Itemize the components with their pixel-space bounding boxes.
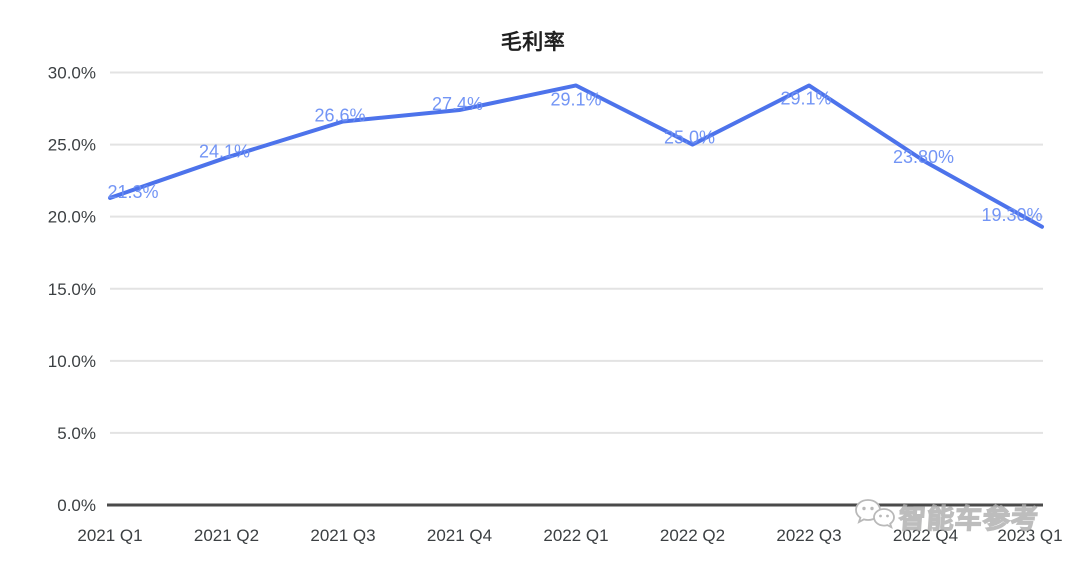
svg-text:25.0%: 25.0% [664, 128, 715, 148]
svg-text:2023 Q1: 2023 Q1 [997, 526, 1062, 545]
svg-text:2021 Q2: 2021 Q2 [194, 526, 259, 545]
svg-text:2021 Q1: 2021 Q1 [77, 526, 142, 545]
x-axis-tick-labels: 2021 Q1 2021 Q2 2021 Q3 2021 Q4 2022 Q1 2022 … [77, 526, 1062, 545]
svg-text:5.0%: 5.0% [57, 424, 96, 443]
svg-text:21.3%: 21.3% [107, 182, 158, 202]
svg-text:2022 Q1: 2022 Q1 [543, 526, 608, 545]
y-axis-tick-labels: 0.0% 5.0% 10.0% 15.0% 20.0% 25.0% 30.0% [48, 64, 96, 516]
svg-text:29.1%: 29.1% [550, 89, 601, 109]
svg-text:27.4%: 27.4% [432, 94, 483, 114]
data-point-labels: 21.3% 24.1% 26.6% 27.4% 29.1% 25.0% 29.1% 23.80… [107, 88, 1042, 224]
svg-text:24.1%: 24.1% [199, 142, 250, 162]
svg-text:2021 Q3: 2021 Q3 [310, 526, 375, 545]
svg-text:29.1%: 29.1% [780, 88, 831, 108]
svg-text:15.0%: 15.0% [48, 280, 96, 299]
chart-title: 毛利率 [500, 31, 566, 54]
svg-text:20.0%: 20.0% [48, 208, 96, 227]
gridlines [107, 71, 1043, 507]
svg-text:25.0%: 25.0% [48, 136, 96, 155]
svg-text:2022 Q2: 2022 Q2 [660, 526, 725, 545]
svg-text:23.80%: 23.80% [893, 147, 954, 167]
svg-text:30.0%: 30.0% [48, 64, 96, 83]
svg-text:19.30%: 19.30% [981, 205, 1042, 225]
svg-text:10.0%: 10.0% [48, 352, 96, 371]
svg-text:2022 Q3: 2022 Q3 [776, 526, 841, 545]
svg-text:2021 Q4: 2021 Q4 [427, 526, 492, 545]
svg-text:26.6%: 26.6% [314, 106, 365, 126]
svg-text:2022 Q4: 2022 Q4 [893, 526, 958, 545]
svg-text:0.0%: 0.0% [57, 496, 96, 515]
gross-margin-line-series [108, 83, 1044, 229]
